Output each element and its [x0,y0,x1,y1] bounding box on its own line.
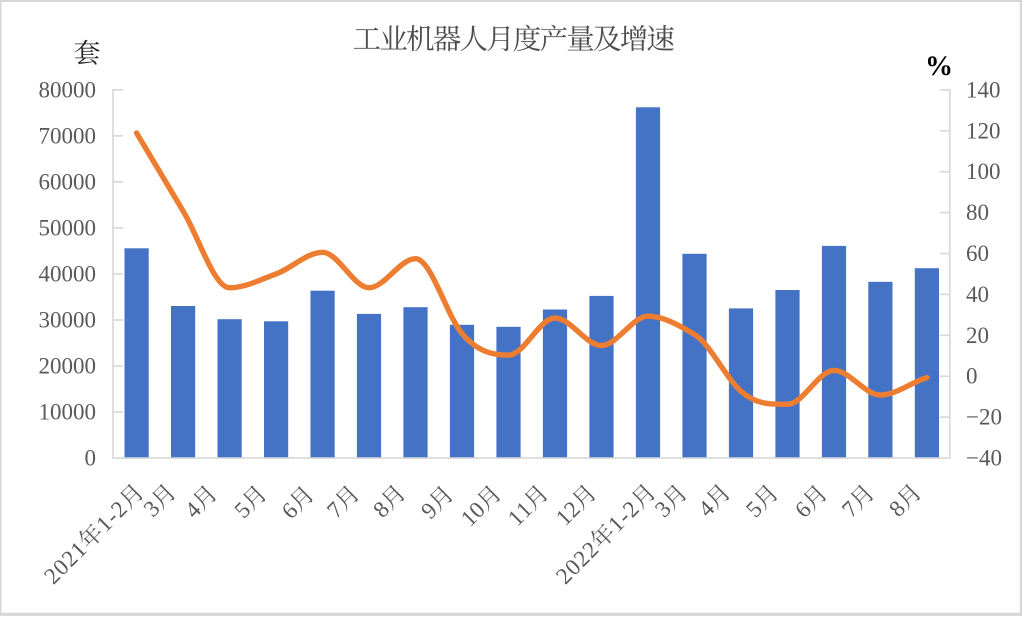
svg-text:70000: 70000 [39,123,97,148]
svg-text:50000: 50000 [39,215,97,240]
svg-text:20000: 20000 [39,354,97,379]
svg-text:0: 0 [85,446,97,471]
svg-text:100: 100 [966,159,1001,184]
svg-text:30000: 30000 [39,308,97,333]
svg-text:40: 40 [966,282,989,307]
svg-text:120: 120 [966,118,1001,143]
svg-text:80000: 80000 [39,77,97,102]
svg-text:60000: 60000 [39,169,97,194]
svg-text:140: 140 [966,77,1001,102]
svg-text:20: 20 [966,323,989,348]
svg-text:60: 60 [966,241,989,266]
svg-text:80: 80 [966,200,989,225]
svg-text:0: 0 [966,364,978,389]
svg-text:40000: 40000 [39,262,97,287]
svg-text:−40: −40 [966,446,1002,471]
svg-text:−20: −20 [966,405,1002,430]
svg-text:10000: 10000 [39,400,97,425]
